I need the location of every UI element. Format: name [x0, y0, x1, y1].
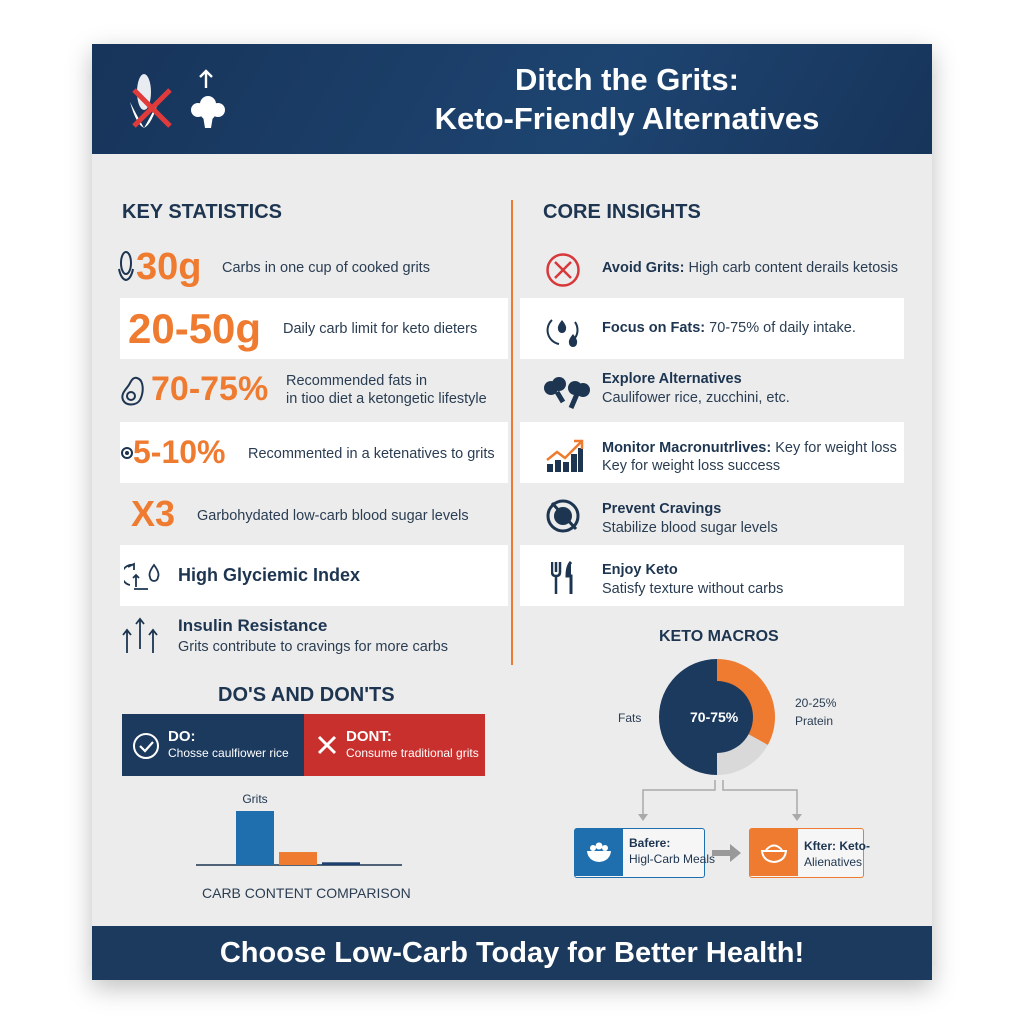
insight-title: Enjoy Keto — [602, 562, 678, 578]
rice-bowl-icon — [587, 842, 611, 862]
stat-row-bg — [120, 422, 508, 483]
arrow-right-icon — [712, 844, 741, 862]
stat-text: Recommended fats in in tioo diet a ketong… — [286, 373, 487, 407]
stat-value: 20-50g — [128, 305, 262, 352]
arrows-up-icon — [122, 617, 158, 653]
stat-value: 5-10% — [133, 434, 226, 470]
pie-label-protein: 20-25% Pratein — [795, 696, 837, 728]
insight-title: Prevent Cravings — [602, 501, 722, 517]
after-text: Alienatives — [804, 855, 863, 869]
do-label: DO: — [168, 728, 196, 745]
dos-donts-heading: DO'S AND DON'TS — [218, 684, 395, 706]
before-text: Higl-Carb Meals — [629, 852, 716, 866]
broccoli-icon — [191, 96, 225, 128]
do-panel: DO: Chosse caulfiower rice — [122, 714, 304, 776]
footer-banner: Choose Low-Carb Today for Better Health! — [92, 926, 932, 980]
stat-title: Insulin Resistance — [178, 616, 328, 635]
keto-macros-pie — [659, 659, 775, 775]
dont-label: DONT: — [346, 728, 392, 745]
insight-row-bg — [520, 298, 904, 359]
broccoli-icon — [544, 377, 590, 409]
stat-text: Garbohydated low-carb blood sugar levels — [197, 508, 469, 524]
stat-title: High Glyciemic Index — [178, 565, 361, 585]
keto-bowl-icon — [760, 844, 788, 864]
key-statistics-heading: KEY STATISTICS — [122, 201, 283, 223]
dont-panel: DONT: Consume traditional grits — [304, 714, 485, 776]
fat-drops-icon — [546, 319, 579, 347]
avocado-icon — [121, 376, 144, 406]
after-box: Kfter: Keto- Alienatives — [749, 828, 870, 878]
flow-connector — [638, 780, 802, 821]
insight-title: Explore Alternatives — [602, 371, 742, 387]
growth-chart-icon — [546, 439, 584, 472]
arrow-up-icon — [199, 69, 213, 88]
glycemic-icon — [124, 562, 160, 590]
stat-value: 30g — [136, 246, 202, 288]
pie-center-label: 70-75% — [690, 709, 739, 725]
insight-row-bg — [520, 545, 904, 606]
header: Ditch the Grits: Keto-Friendly Alternativ… — [92, 44, 932, 154]
stat-row-bg — [120, 545, 508, 606]
insight-row-bg — [520, 422, 904, 483]
bar — [279, 852, 317, 865]
before-label: Bafere: — [629, 836, 671, 850]
do-text: Chosse caulfiower rice — [168, 746, 289, 760]
stat-text: Recommented in a ketenatives to grits — [248, 446, 495, 462]
before-box: Bafere: Higl-Carb Meals — [574, 828, 715, 878]
stat-text: Daily carb limit for keto dieters — [283, 321, 478, 337]
no-cookie-icon — [546, 499, 580, 533]
page-title: Ditch the Grits: Keto-Friendly Alternativ… — [434, 62, 820, 136]
bar — [322, 862, 360, 865]
column-divider — [511, 200, 513, 665]
keto-macros-heading: KETO MACROS — [659, 628, 779, 645]
insight-text: Caulifower rice, zucchini, etc. — [602, 390, 790, 406]
insight-text: Key for weight loss success — [602, 458, 781, 474]
bar — [236, 811, 274, 865]
chart-title: CARB CONTENT COMPARISON — [202, 885, 411, 901]
check-circle-icon — [133, 733, 159, 759]
avocado-icon — [121, 447, 133, 459]
stat-value: 70-75% — [151, 370, 269, 408]
insight-text: Stabilize blood sugar levels — [602, 520, 778, 536]
after-label: Kfter: Keto- — [804, 839, 870, 853]
x-icon — [317, 735, 337, 755]
stat-value: X3 — [131, 493, 176, 534]
no-icon — [546, 253, 580, 287]
pie-center — [681, 681, 753, 753]
fork-knife-icon — [551, 561, 573, 594]
stat-text: Grits contribute to cravings for more ca… — [178, 639, 448, 655]
corn-crossed-icon — [130, 74, 172, 128]
insight-text: Avoid Grits: High carb content derails k… — [602, 260, 899, 276]
core-insights-heading: CORE INSIGHTS — [543, 201, 701, 223]
carb-comparison-chart: Grits — [196, 792, 402, 866]
stat-text: Carbs in one cup of cooked grits — [222, 260, 430, 276]
insight-text: Satisfy texture without carbs — [602, 581, 784, 597]
pie-label-fats: Fats — [618, 711, 642, 725]
insight-text: Focus on Fats: 70-75% of daily intake. — [602, 320, 856, 336]
stat-row-bg — [120, 298, 508, 359]
dont-text: Consume traditional grits — [346, 746, 479, 760]
bar-label: Grits — [242, 792, 267, 806]
insight-title: Monitor Macronuıtrlives: Key for weight … — [602, 440, 897, 456]
corn-icon — [118, 251, 134, 281]
